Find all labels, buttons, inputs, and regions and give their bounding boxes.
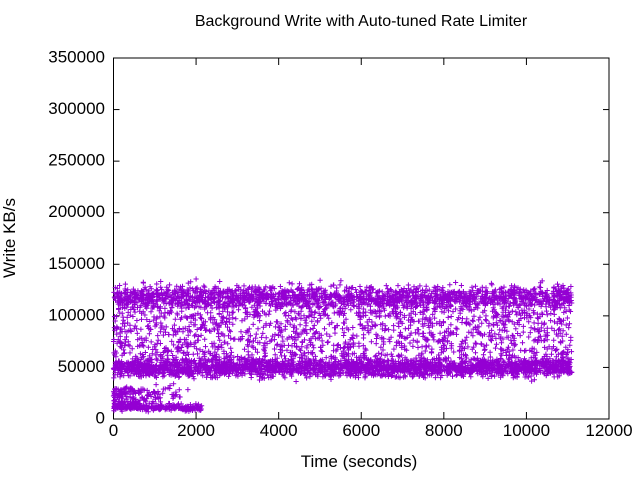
svg-text:150000: 150000 — [48, 254, 105, 273]
svg-text:50000: 50000 — [58, 357, 105, 376]
svg-text:6000: 6000 — [342, 421, 380, 440]
svg-text:200000: 200000 — [48, 202, 105, 221]
svg-text:350000: 350000 — [48, 48, 105, 67]
svg-text:0: 0 — [96, 409, 105, 428]
svg-text:100000: 100000 — [48, 305, 105, 324]
svg-text:8000: 8000 — [425, 421, 463, 440]
svg-text:250000: 250000 — [48, 151, 105, 170]
svg-text:Write KB/s: Write KB/s — [0, 198, 19, 278]
svg-text:Time (seconds): Time (seconds) — [301, 452, 418, 471]
svg-text:Background Write with Auto-tun: Background Write with Auto-tuned Rate Li… — [195, 13, 528, 30]
svg-text:0: 0 — [109, 421, 118, 440]
svg-text:2000: 2000 — [177, 421, 215, 440]
svg-text:10000: 10000 — [503, 421, 550, 440]
svg-text:4000: 4000 — [260, 421, 298, 440]
svg-text:12000: 12000 — [585, 421, 632, 440]
svg-text:300000: 300000 — [48, 99, 105, 118]
